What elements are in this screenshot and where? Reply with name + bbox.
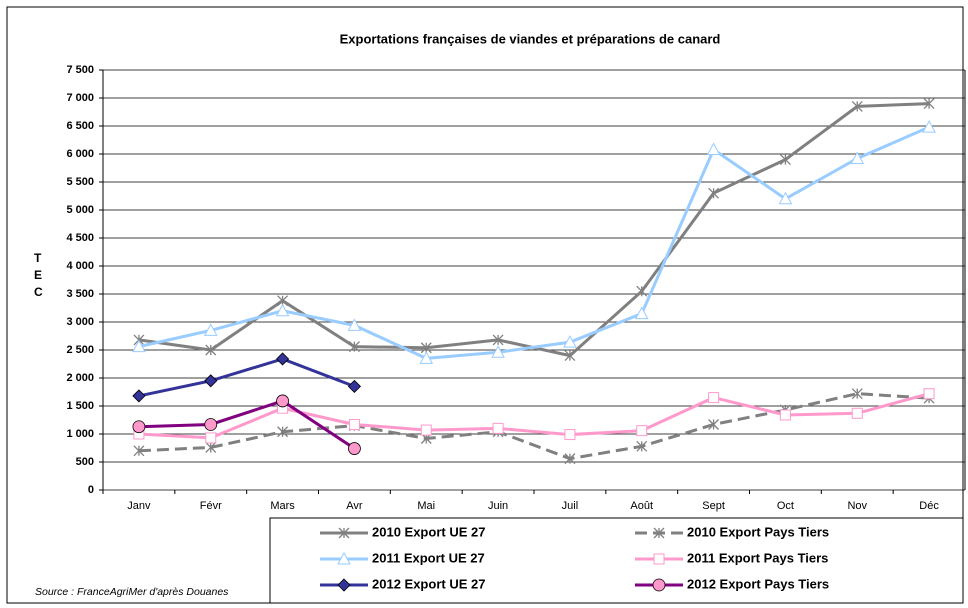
x-tick-label: Mai bbox=[417, 500, 435, 512]
marker bbox=[850, 151, 865, 164]
series-line bbox=[138, 392, 930, 440]
marker bbox=[347, 318, 362, 331]
marker bbox=[276, 394, 289, 408]
marker bbox=[779, 409, 791, 421]
y-tick-label: 3 000 bbox=[66, 316, 94, 328]
marker bbox=[276, 352, 290, 366]
y-tick-label: 4 500 bbox=[66, 232, 94, 244]
y-tick-label: 7 000 bbox=[66, 92, 94, 104]
y-tick-label: 1 000 bbox=[66, 428, 94, 440]
marker bbox=[492, 422, 504, 434]
legend-label: 2011 Export Pays Tiers bbox=[687, 550, 828, 565]
marker bbox=[636, 440, 648, 452]
legend-box bbox=[269, 517, 964, 604]
marker bbox=[347, 379, 361, 393]
marker bbox=[337, 551, 351, 565]
x-tick-label: Déc bbox=[919, 500, 939, 512]
marker bbox=[778, 191, 793, 205]
marker bbox=[492, 334, 504, 346]
marker bbox=[132, 420, 146, 434]
marker bbox=[636, 425, 648, 437]
x-tick-label: Août bbox=[630, 500, 653, 512]
marker bbox=[564, 453, 576, 465]
y-tick-label: 0 bbox=[88, 484, 94, 496]
x-tick-label: Avr bbox=[346, 500, 363, 512]
marker bbox=[851, 407, 863, 419]
marker bbox=[338, 527, 350, 539]
marker bbox=[419, 351, 434, 364]
marker bbox=[564, 429, 576, 441]
y-tick-label: 7 500 bbox=[66, 64, 94, 76]
marker bbox=[420, 342, 432, 354]
marker bbox=[706, 142, 721, 156]
y-tick-label: 500 bbox=[76, 456, 94, 468]
source: Source : FranceAgriMer d'après Douanes bbox=[35, 586, 229, 598]
legend-label: 2010 Export Pays Tiers bbox=[687, 524, 829, 539]
chart-border bbox=[6, 6, 964, 604]
y-tick-label: 2 500 bbox=[66, 344, 94, 356]
marker bbox=[420, 424, 432, 436]
marker bbox=[348, 442, 361, 455]
y-tick-label: 6 000 bbox=[66, 148, 94, 160]
legend-label: 2012 Export UE 27 bbox=[372, 576, 485, 591]
marker bbox=[564, 350, 576, 362]
legend-label: 2010 Export UE 27 bbox=[372, 524, 485, 539]
marker bbox=[348, 418, 360, 430]
y-tick-label: 6 500 bbox=[66, 120, 94, 132]
marker bbox=[132, 339, 146, 353]
marker bbox=[922, 120, 936, 133]
marker bbox=[205, 344, 217, 356]
marker bbox=[708, 392, 720, 404]
marker bbox=[205, 441, 217, 453]
marker bbox=[563, 335, 577, 348]
legend-label: 2012 Export Pays Tiers bbox=[687, 576, 829, 591]
x-tick-label: Juin bbox=[488, 500, 508, 512]
y-axis-label: TEC bbox=[34, 251, 43, 299]
marker bbox=[204, 418, 218, 431]
series-line bbox=[138, 399, 356, 450]
marker bbox=[337, 578, 351, 592]
x-tick-label: Mars bbox=[270, 500, 295, 512]
x-tick-label: Juil bbox=[562, 500, 579, 512]
marker bbox=[204, 374, 218, 388]
y-tick-label: 1 500 bbox=[66, 400, 94, 412]
y-tick-label: 4 000 bbox=[66, 260, 94, 272]
marker bbox=[779, 154, 791, 166]
marker bbox=[491, 345, 505, 358]
marker bbox=[205, 432, 217, 444]
marker bbox=[277, 426, 289, 438]
marker bbox=[923, 98, 935, 110]
x-tick-label: Janv bbox=[127, 500, 151, 512]
y-tick-label: 5 500 bbox=[66, 176, 94, 188]
marker bbox=[652, 578, 666, 592]
x-tick-label: Févr bbox=[200, 500, 222, 512]
marker bbox=[851, 388, 863, 400]
marker bbox=[203, 323, 218, 336]
y-tick-label: 2 000 bbox=[66, 372, 94, 384]
y-tick-label: 3 500 bbox=[66, 288, 94, 300]
chart-title: Exportations françaises de viandes et pr… bbox=[340, 31, 721, 46]
x-tick-label: Sept bbox=[702, 500, 725, 512]
y-tick-label: 5 000 bbox=[66, 204, 94, 216]
series-line bbox=[138, 125, 930, 360]
marker bbox=[636, 285, 648, 297]
legend-label: 2011 Export UE 27 bbox=[372, 550, 485, 565]
marker bbox=[923, 388, 935, 400]
marker bbox=[653, 553, 665, 565]
marker bbox=[348, 341, 360, 353]
marker bbox=[634, 306, 649, 320]
marker bbox=[851, 100, 863, 112]
series-line bbox=[138, 357, 355, 398]
marker bbox=[133, 445, 145, 457]
marker bbox=[275, 303, 290, 317]
marker bbox=[132, 389, 146, 403]
marker bbox=[708, 187, 720, 199]
series-line bbox=[138, 392, 930, 461]
x-tick-label: Oct bbox=[777, 500, 794, 512]
marker bbox=[653, 527, 665, 539]
marker bbox=[708, 419, 720, 430]
x-tick-label: Nov bbox=[847, 500, 867, 512]
